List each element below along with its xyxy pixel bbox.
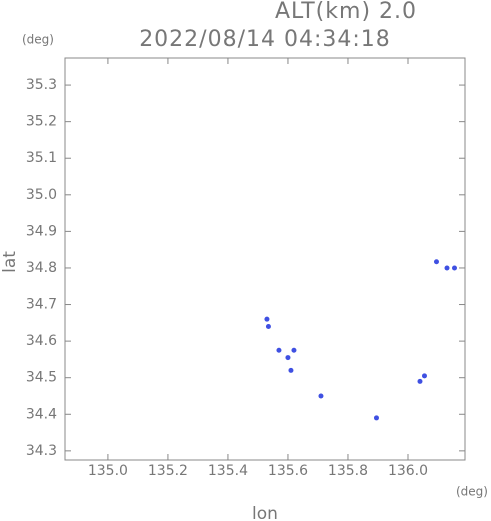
x-tick-label: 135.4 (208, 463, 248, 479)
y-tick-label: 34.9 (26, 223, 57, 239)
y-tick-label: 34.5 (26, 370, 57, 386)
y-unit: (deg) (22, 33, 54, 47)
y-tick-label: 35.0 (26, 187, 57, 203)
x-axis-label: lon (252, 504, 278, 521)
point (318, 393, 324, 399)
x-tick-label: 135.2 (148, 463, 188, 479)
y-tick-label: 35.2 (26, 114, 57, 130)
x-tick-label: 135.0 (88, 463, 128, 479)
point (444, 265, 450, 271)
point (451, 265, 457, 271)
x-unit: (deg) (456, 485, 488, 499)
plot-frame (64, 57, 466, 461)
x-tick-label: 136.0 (388, 463, 428, 479)
point (291, 347, 297, 353)
point (421, 373, 427, 379)
subtitle: ALT(km) 2.0 (275, 0, 417, 24)
point (417, 378, 423, 384)
y-tick-label: 34.8 (26, 260, 57, 276)
point (285, 355, 291, 361)
x-tick-label: 135.6 (268, 463, 308, 479)
point (433, 259, 439, 265)
point (264, 316, 270, 322)
point (373, 415, 379, 421)
point (288, 367, 294, 373)
y-tick-label: 35.3 (26, 77, 57, 93)
x-tick-label: 135.8 (328, 463, 368, 479)
y-tick-label: 34.7 (26, 297, 57, 313)
point (265, 323, 271, 329)
y-tick-label: 34.3 (26, 443, 57, 459)
y-axis-label: lat (0, 251, 20, 273)
y-tick-label: 34.6 (26, 333, 57, 349)
y-tick-label: 34.4 (26, 406, 57, 422)
point (276, 347, 282, 353)
y-tick-label: 35.1 (26, 150, 57, 166)
chart-title: 2022/08/14 04:34:18 (139, 27, 391, 52)
